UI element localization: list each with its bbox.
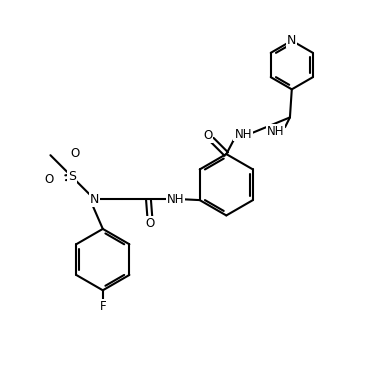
Text: NH: NH	[166, 193, 184, 206]
Text: O: O	[70, 147, 80, 160]
Text: N: N	[287, 34, 296, 47]
Text: O: O	[44, 173, 54, 186]
Text: O: O	[203, 129, 212, 142]
Text: O: O	[146, 217, 155, 230]
Text: N: N	[90, 193, 99, 206]
Text: S: S	[68, 170, 76, 183]
Text: NH: NH	[235, 127, 252, 141]
Text: F: F	[100, 300, 106, 313]
Text: NH: NH	[267, 125, 284, 138]
